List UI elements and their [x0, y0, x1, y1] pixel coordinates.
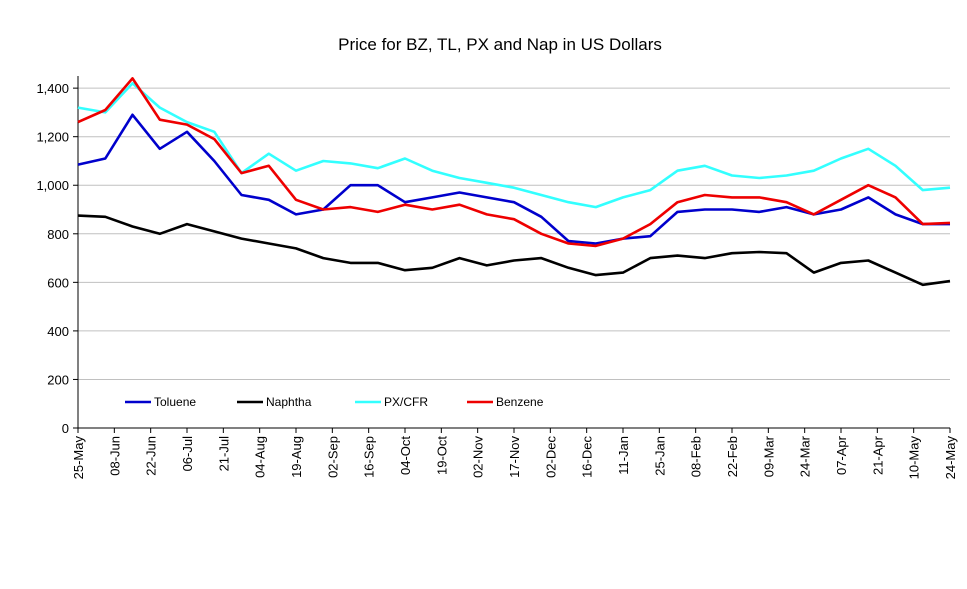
legend-label-toluene: Toluene: [154, 395, 196, 409]
x-tick-labels: 25-May 08-Jun 22-Jun 06-Jul 21-Jul 04-Aug 19-A…: [71, 435, 958, 479]
series-line-toluene: [77, 113, 950, 245]
x-tick-label: 02-Dec: [543, 436, 558, 478]
y-tick-label: 400: [47, 324, 69, 339]
x-tick-label: 19-Aug: [289, 436, 304, 478]
x-tick-label: 09-Mar: [761, 435, 776, 477]
x-tick-label: 08-Jun: [107, 436, 122, 476]
y-tick-label: 1,000: [36, 178, 69, 193]
y-tick-label: 600: [47, 275, 69, 290]
series-line-benzene: [77, 77, 951, 248]
series-line-naphtha: [77, 214, 951, 287]
x-tick-label: 21-Jul: [216, 436, 231, 472]
x-tick-label: 10-May: [907, 436, 922, 480]
y-tick-label: 800: [47, 227, 69, 242]
x-tick-label: 24-May: [943, 436, 958, 480]
x-tick-label: 25-May: [71, 436, 86, 480]
x-tick-label: 02-Nov: [471, 436, 486, 478]
x-tick-label: 02-Sep: [325, 436, 340, 478]
x-tick-label: 21-Apr: [870, 435, 885, 475]
x-tick-label: 04-Aug: [253, 436, 268, 478]
grid-lines: [78, 87, 950, 380]
x-tick-label: 25-Jan: [652, 436, 667, 476]
x-tick-label: 11-Jan: [616, 436, 631, 475]
y-tick-label: 200: [47, 372, 69, 387]
y-tick-label: 1,200: [36, 130, 69, 145]
axes: [73, 76, 951, 433]
y-tick-label: 0: [62, 421, 69, 436]
x-tick-label: 16-Sep: [362, 436, 377, 478]
x-tick-label: 07-Apr: [834, 435, 849, 475]
x-tick-label: 22-Jun: [144, 436, 159, 476]
legend: Toluene Naphtha PX/CFR Benzene: [125, 395, 544, 409]
x-tick-label: 08-Feb: [689, 436, 704, 477]
x-tick-label: 04-Oct: [398, 436, 413, 475]
legend-label-px-cfr: PX/CFR: [384, 395, 428, 409]
series-line-px-cfr: [77, 82, 951, 209]
x-tick-label: 06-Jul: [180, 436, 195, 472]
legend-label-benzene: Benzene: [496, 395, 544, 409]
chart-title: Price for BZ, TL, PX and Nap in US Dolla…: [338, 35, 662, 54]
x-tick-label: 24-Mar: [798, 435, 813, 477]
x-tick-label: 22-Feb: [725, 436, 740, 477]
x-tick-label: 16-Dec: [580, 436, 595, 478]
x-tick-label: 17-Nov: [507, 436, 522, 478]
x-tick-label: 19-Oct: [434, 436, 449, 475]
y-tick-labels: 0 200 400 600 800 1,000 1,200 1,400: [36, 81, 69, 436]
y-tick-label: 1,400: [36, 81, 69, 96]
series-lines: [77, 77, 951, 287]
legend-label-naphtha: Naphtha: [266, 395, 312, 409]
